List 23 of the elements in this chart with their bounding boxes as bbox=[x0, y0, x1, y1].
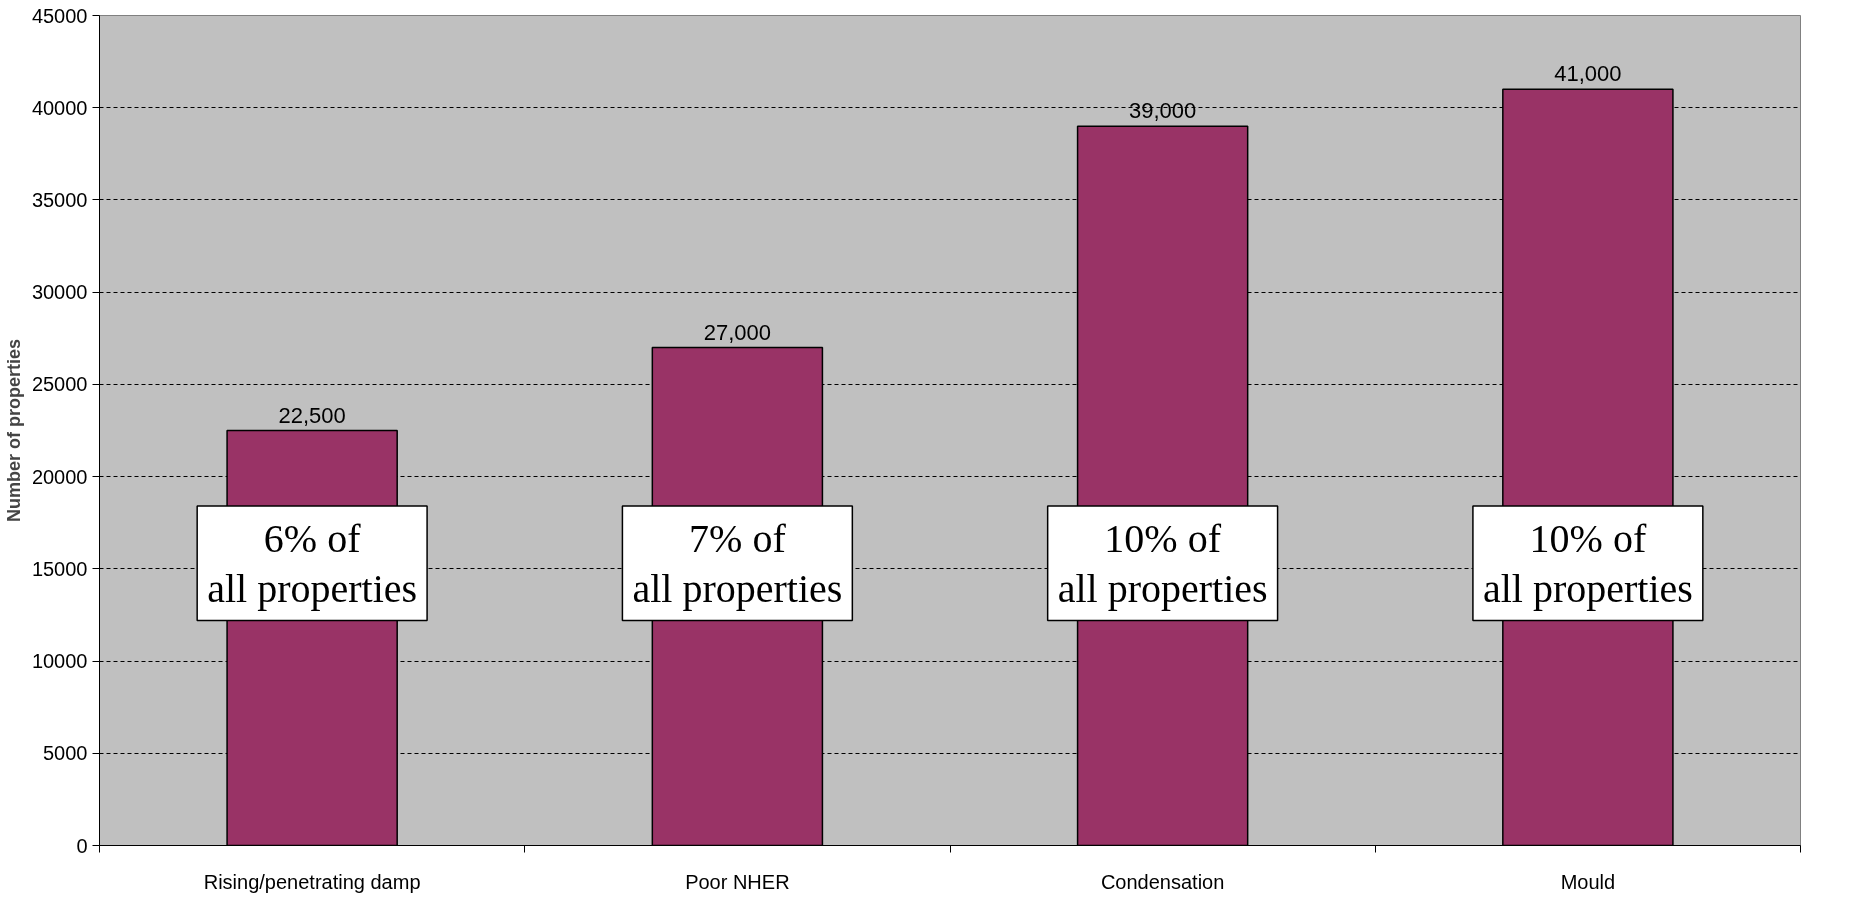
y-tick-label: 30000 bbox=[31, 281, 88, 304]
x-tick-label: Mould bbox=[1560, 870, 1616, 893]
x-tick-label: Condensation bbox=[1100, 870, 1225, 893]
y-tick-label: 20000 bbox=[31, 465, 88, 488]
y-tick-label: 40000 bbox=[31, 96, 88, 119]
data-label: 22,500 bbox=[278, 402, 346, 428]
data-label: 39,000 bbox=[1128, 98, 1197, 124]
y-tick-label: 10000 bbox=[31, 650, 88, 673]
y-tick-label: 5000 bbox=[43, 742, 88, 765]
y-tick-label: 15000 bbox=[31, 557, 88, 580]
annotation: 6% of all properties bbox=[207, 516, 418, 611]
data-label: 27,000 bbox=[703, 319, 772, 345]
y-axis-title: Number of properties bbox=[3, 338, 24, 523]
annotation: 7% of all properties bbox=[632, 516, 843, 611]
data-label: 41,000 bbox=[1554, 61, 1622, 87]
x-tick-label: Rising/penetrating damp bbox=[203, 870, 421, 893]
y-tick-label: 45000 bbox=[31, 4, 88, 27]
annotation: 10% of all properties bbox=[1482, 516, 1693, 611]
annotation: 10% of all properties bbox=[1057, 516, 1268, 611]
y-tick-label: 25000 bbox=[31, 373, 88, 396]
y-tick-label: 35000 bbox=[31, 188, 88, 211]
y-tick-label: 0 bbox=[76, 834, 88, 857]
x-tick-label: Poor NHER bbox=[685, 870, 790, 893]
